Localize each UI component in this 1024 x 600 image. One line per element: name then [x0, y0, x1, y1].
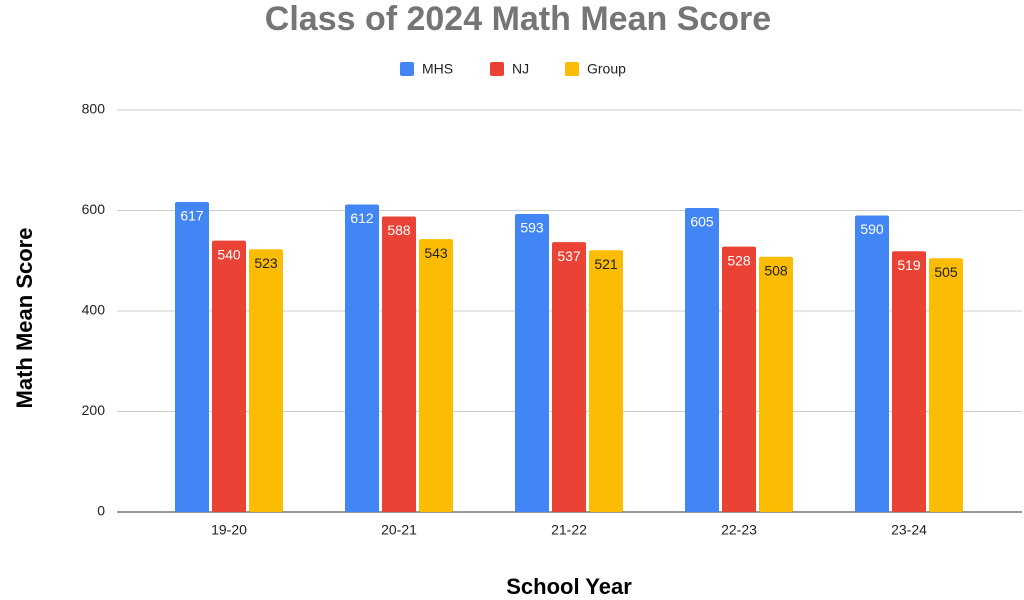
x-tick-label: 20-21 [381, 522, 417, 538]
y-axis-title: Math Mean Score [12, 228, 37, 409]
data-label: 605 [690, 214, 714, 230]
legend-swatch [490, 62, 504, 76]
legend-label: MHS [422, 61, 453, 77]
bar [685, 207, 719, 513]
x-axis-title: School Year [506, 574, 632, 599]
data-label: 590 [860, 221, 884, 237]
data-label: 521 [594, 256, 618, 272]
y-tick-label: 600 [82, 201, 106, 217]
x-tick-label: 21-22 [551, 522, 587, 538]
bar [589, 250, 623, 512]
data-label: 519 [897, 257, 921, 273]
data-label: 540 [217, 246, 241, 262]
bar [759, 256, 793, 512]
data-label: 508 [764, 262, 788, 278]
data-label: 537 [557, 248, 581, 264]
bar [855, 215, 889, 512]
y-tick-label: 200 [82, 402, 106, 418]
x-tick-label: 23-24 [891, 522, 927, 538]
bar [345, 204, 379, 512]
data-label: 543 [424, 245, 448, 261]
bar [929, 258, 963, 512]
bar [419, 239, 453, 512]
data-label: 588 [387, 222, 411, 238]
bar [552, 242, 586, 512]
bar [212, 240, 246, 512]
y-tick-label: 0 [97, 503, 105, 519]
data-label: 593 [520, 220, 544, 236]
data-label: 617 [180, 208, 204, 224]
legend-swatch [565, 62, 579, 76]
x-tick-label: 22-23 [721, 522, 757, 538]
bar [892, 251, 926, 512]
legend-label: Group [587, 61, 626, 77]
y-tick-label: 400 [82, 302, 106, 318]
data-label: 505 [934, 264, 958, 280]
bar [175, 201, 209, 512]
legend-label: NJ [512, 61, 529, 77]
y-tick-label: 800 [82, 101, 106, 117]
bar [249, 249, 283, 512]
x-tick-label: 19-20 [211, 522, 247, 538]
data-label: 523 [254, 255, 278, 271]
bar [382, 216, 416, 512]
bar [722, 246, 756, 512]
legend-swatch [400, 62, 414, 76]
bar [515, 214, 549, 512]
chart-title: Class of 2024 Math Mean Score [265, 0, 771, 38]
data-label: 528 [727, 252, 751, 268]
data-label: 612 [350, 210, 374, 226]
